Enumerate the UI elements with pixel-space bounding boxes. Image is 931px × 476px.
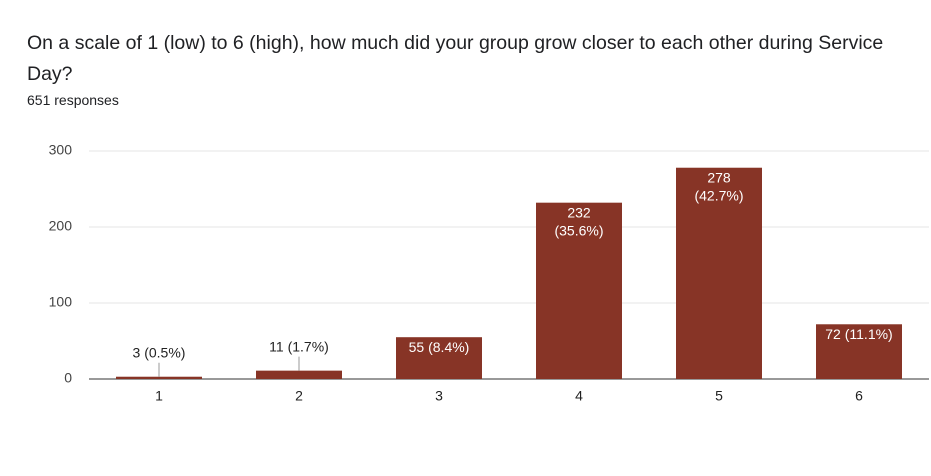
bar — [816, 324, 902, 379]
bar — [116, 376, 202, 379]
y-tick-label: 100 — [49, 294, 73, 310]
y-tick-label: 200 — [49, 218, 73, 234]
bar — [536, 202, 622, 379]
data-label: 11 (1.7%) — [269, 338, 329, 354]
chart-title: On a scale of 1 (low) to 6 (high), how m… — [27, 32, 884, 85]
data-label: 278 (42.7%) — [694, 169, 743, 203]
x-tick-label: 1 — [155, 388, 163, 404]
bar — [396, 337, 482, 379]
x-tick-label: 5 — [715, 388, 723, 404]
x-tick-label: 2 — [295, 388, 303, 404]
y-tick-label: 300 — [49, 142, 73, 158]
x-tick-label: 3 — [435, 388, 443, 404]
data-label: 3 (0.5%) — [133, 344, 186, 360]
y-tick-label: 0 — [64, 370, 72, 386]
x-tick-label: 6 — [855, 388, 863, 404]
bar — [256, 370, 342, 379]
bar — [676, 167, 762, 379]
chart-subtitle: 651 responses — [27, 92, 119, 108]
data-label: 55 (8.4%) — [409, 339, 470, 355]
x-tick-label: 4 — [575, 388, 583, 404]
data-label: 232 (35.6%) — [554, 204, 603, 238]
data-label: 72 (11.1%) — [825, 326, 892, 342]
